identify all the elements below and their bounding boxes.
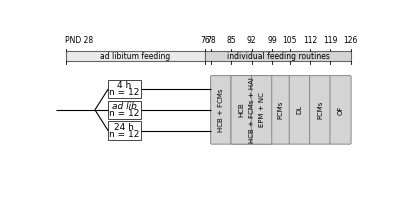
- Text: HCB: HCB: [238, 102, 244, 117]
- FancyBboxPatch shape: [231, 76, 272, 144]
- Text: FCMs: FCMs: [317, 101, 323, 119]
- Text: n = 12: n = 12: [109, 130, 140, 139]
- Text: OF: OF: [338, 105, 344, 115]
- Text: EPM + NC: EPM + NC: [259, 92, 265, 127]
- Text: FCMs: FCMs: [278, 101, 284, 119]
- Bar: [66, 51, 205, 61]
- Text: HCB + FCMs: HCB + FCMs: [218, 88, 224, 132]
- Text: 99: 99: [267, 36, 277, 45]
- FancyBboxPatch shape: [108, 80, 141, 98]
- Text: 92: 92: [247, 36, 256, 45]
- Text: 4 h: 4 h: [117, 81, 132, 90]
- FancyBboxPatch shape: [231, 76, 252, 144]
- Text: DL: DL: [297, 105, 303, 114]
- FancyBboxPatch shape: [251, 76, 272, 144]
- FancyBboxPatch shape: [330, 76, 351, 144]
- Text: 78: 78: [206, 36, 216, 45]
- Bar: [205, 51, 351, 61]
- Text: 24 h: 24 h: [114, 123, 134, 132]
- Text: ad libitum feeding: ad libitum feeding: [100, 52, 170, 61]
- FancyBboxPatch shape: [211, 76, 232, 144]
- Text: PND 28: PND 28: [65, 36, 93, 45]
- Text: individual feeding routines: individual feeding routines: [226, 52, 329, 61]
- FancyBboxPatch shape: [108, 121, 141, 140]
- FancyBboxPatch shape: [310, 76, 331, 144]
- FancyBboxPatch shape: [272, 76, 290, 144]
- FancyBboxPatch shape: [289, 76, 310, 144]
- Text: HCB + FCMs + HAI: HCB + FCMs + HAI: [249, 77, 255, 143]
- Text: 112: 112: [303, 36, 317, 45]
- Text: n = 12: n = 12: [109, 88, 140, 97]
- Text: 126: 126: [344, 36, 358, 45]
- Text: 105: 105: [282, 36, 297, 45]
- Text: 76: 76: [200, 36, 210, 45]
- Text: 119: 119: [323, 36, 338, 45]
- Text: 85: 85: [226, 36, 236, 45]
- Text: ad lib: ad lib: [112, 102, 137, 111]
- Text: n = 12: n = 12: [109, 109, 140, 118]
- FancyBboxPatch shape: [108, 101, 141, 119]
